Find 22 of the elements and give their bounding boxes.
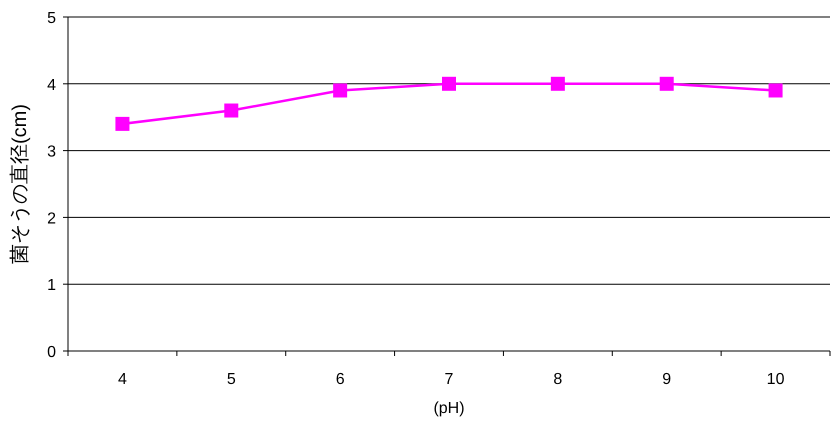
x-axis-title: (pH) xyxy=(433,400,465,417)
point xyxy=(660,76,674,91)
y-tick-label: 5 xyxy=(47,10,56,27)
x-tick-label: 4 xyxy=(118,371,127,388)
x-tick-label: 10 xyxy=(766,371,785,388)
point xyxy=(333,83,348,98)
x-tick-label: 8 xyxy=(553,371,562,388)
y-tick-label: 0 xyxy=(47,344,56,361)
point xyxy=(224,104,238,118)
point xyxy=(550,76,565,91)
y-tick-label: 4 xyxy=(47,76,56,94)
x-tick-label: 9 xyxy=(662,371,672,388)
point xyxy=(115,116,130,131)
y-tick-label: 2 xyxy=(47,210,56,228)
y-tick-label: 3 xyxy=(47,144,56,161)
y-tick-label: 1 xyxy=(47,277,56,294)
point xyxy=(442,76,456,91)
x-tick-label: 6 xyxy=(336,371,345,388)
x-tick-label: 7 xyxy=(444,371,454,388)
y-axis-title: 菌そうの直径(cm) xyxy=(9,104,31,264)
point xyxy=(768,83,783,98)
x-tick-label: 5 xyxy=(226,371,236,388)
